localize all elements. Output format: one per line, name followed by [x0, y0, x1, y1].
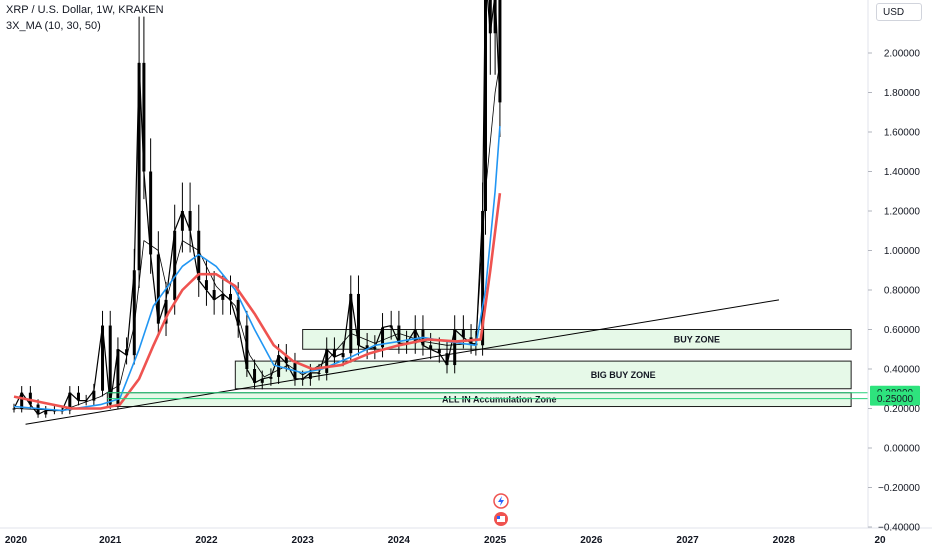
xtick-label: 2025 [484, 535, 507, 546]
candle-body [269, 376, 273, 379]
candle-body [212, 290, 216, 300]
candle-body [253, 369, 257, 383]
candle-body [142, 62, 146, 172]
candle-body [229, 293, 232, 300]
candle-body [301, 378, 305, 380]
level-tag-1 [870, 391, 920, 406]
candle-body [125, 349, 129, 356]
ytick-label: 0.40000 [884, 365, 921, 376]
ytick-label: 1.00000 [884, 246, 921, 257]
candle-body [445, 353, 449, 366]
xtick-label: 2026 [580, 535, 603, 546]
ytick-label: 1.60000 [884, 128, 921, 139]
candle-body [308, 372, 312, 379]
candle-body [481, 211, 485, 346]
candle-body [173, 230, 177, 300]
xtick-label: 2023 [292, 535, 315, 546]
ytick-label: 1.40000 [884, 167, 921, 178]
ytick-label: 0.00000 [884, 444, 921, 455]
xtick-label: 2028 [773, 535, 796, 546]
candle-body [437, 349, 441, 354]
ytick-label: −0.20000 [878, 483, 920, 494]
candle-body [101, 325, 105, 391]
zone-label-2: ALL IN Accumulation Zone [442, 395, 557, 405]
ma-50-line [13, 193, 502, 410]
candle-body [284, 355, 288, 364]
zones-layer: BUY ZONE BIG BUY ZONE ALL IN Accumulation … [106, 329, 852, 408]
flash-icon[interactable] [493, 493, 509, 509]
xtick-label: 2021 [99, 535, 122, 546]
candle-body [12, 408, 16, 410]
candle-body [373, 347, 377, 350]
candle-body [461, 329, 465, 338]
candle-body [381, 327, 385, 348]
candle-body [365, 345, 369, 350]
candle-body [44, 410, 48, 415]
indicator-label[interactable]: 3X_MA (10, 30, 50) [6, 20, 101, 32]
candle-body [156, 254, 160, 324]
trendline-layer [25, 299, 780, 425]
candle-body [164, 299, 168, 324]
ytick-label: −0.40000 [878, 523, 920, 534]
candle-body [483, 0, 487, 211]
candle-body [488, 0, 492, 34]
candle-body [84, 400, 88, 402]
candle-body [245, 325, 249, 369]
candle-body [137, 62, 141, 271]
candle-body [260, 378, 264, 383]
candle-body [341, 353, 345, 358]
candle-body [317, 372, 321, 374]
ytick-label: 2.00000 [884, 49, 921, 60]
candle-body [356, 293, 360, 346]
currency-selector[interactable]: USD [876, 3, 922, 21]
candle-body [116, 349, 120, 405]
ytick-label: 1.80000 [884, 88, 921, 99]
candle-body [349, 293, 353, 354]
trendline [25, 299, 780, 425]
xtick-label: 2020 [5, 535, 28, 546]
candle-body [28, 392, 32, 405]
candle-body [429, 345, 433, 350]
candle-body [236, 299, 240, 326]
zone-label-1: BIG BUY ZONE [591, 370, 656, 380]
ytick-label: 0.80000 [884, 286, 921, 297]
candle-body [332, 349, 336, 358]
candle-body [493, 0, 497, 34]
levels-layer: 0.280000.25000 [107, 385, 920, 406]
ytick-label: 0.60000 [884, 325, 921, 336]
candle-body [180, 211, 184, 231]
xtick-label: 2022 [195, 535, 218, 546]
series-layer [12, 0, 502, 418]
candle-body [108, 325, 112, 405]
xtick-label: 2024 [388, 535, 411, 546]
xtick-label: 2027 [676, 535, 699, 546]
level-tag-text-1: 0.25000 [877, 394, 914, 405]
candle-body [132, 270, 136, 356]
candle-body [397, 325, 401, 344]
candle-body [221, 293, 225, 300]
ma-10-line [13, 62, 501, 411]
ytick-label: 1.20000 [884, 207, 921, 218]
price-series [13, 0, 501, 415]
ytick-label: 0.20000 [884, 404, 921, 415]
candle-body [204, 280, 208, 290]
time-axis[interactable]: 2020 2021 2022 2023 2024 2025 2026 2027 2028 20 [5, 535, 886, 546]
xtick-label: 20 [874, 535, 886, 546]
candle-body [20, 392, 24, 409]
candle-body [52, 410, 56, 412]
candle-body [76, 392, 80, 401]
candle-body [453, 329, 457, 366]
zone-label-0: BUY ZONE [674, 334, 720, 344]
candle-body [188, 211, 192, 231]
flag-icon[interactable] [494, 512, 508, 526]
candle-body [149, 171, 153, 255]
price-axis[interactable]: 2.00000 1.80000 1.60000 1.40000 1.20000 1.000… [868, 49, 920, 534]
candle-body [389, 325, 393, 328]
candle-body [68, 392, 72, 411]
candle-body [498, 0, 502, 103]
chart-title: XRP / U.S. Dollar, 1W, KRAKEN [6, 4, 164, 16]
candle-body [92, 390, 96, 401]
candle-body [413, 329, 417, 344]
